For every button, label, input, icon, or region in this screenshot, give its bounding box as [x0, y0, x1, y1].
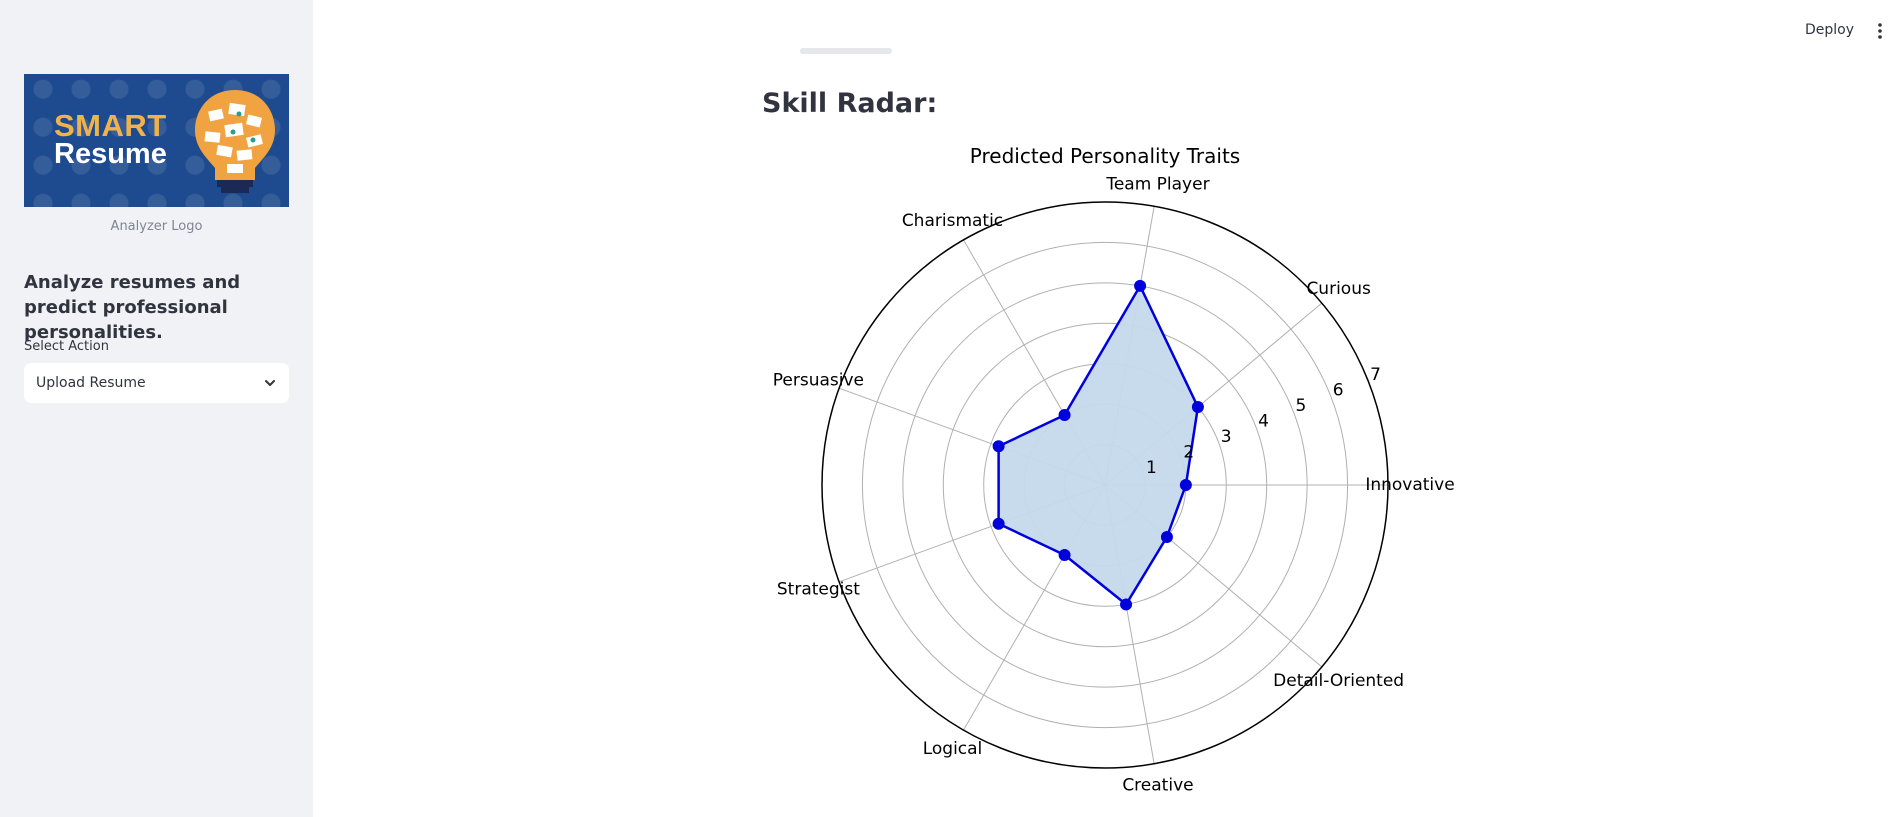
radar-outer-frame	[821, 201, 1389, 769]
logo-text-smart: SMART	[54, 108, 167, 143]
category-label: Innovative	[1365, 475, 1454, 495]
radar-data-point	[992, 440, 1005, 453]
deploy-button[interactable]: Deploy	[1805, 22, 1855, 38]
radar-data-point	[1058, 408, 1071, 421]
radar-data-point	[1191, 401, 1204, 414]
category-label: Strategist	[777, 579, 860, 599]
skill-radar-heading: Skill Radar:	[762, 88, 938, 119]
radial-tick-label: 6	[1333, 381, 1344, 401]
radial-tick-label: 2	[1183, 443, 1194, 463]
radar-data-point	[992, 517, 1005, 530]
category-label: Creative	[1122, 775, 1193, 795]
select-action-dropdown[interactable]: Upload Resume	[24, 363, 289, 403]
radar-data-point	[1179, 479, 1192, 491]
chevron-down-icon	[265, 380, 275, 386]
radial-tick-label: 5	[1295, 396, 1306, 416]
category-label: Team Player	[1105, 175, 1209, 195]
radar-grid-circle	[942, 322, 1268, 648]
logo-text-resume: Resume	[54, 138, 167, 170]
category-label: Detail-Oriented	[1273, 671, 1404, 691]
lightbulb-icon	[195, 90, 275, 193]
radar-grid-circle	[861, 241, 1349, 729]
sidebar-tagline: Analyze resumes and predict professional…	[24, 272, 241, 343]
radar-data-point	[1120, 598, 1133, 611]
category-label: Logical	[923, 739, 983, 759]
logo: SMART Resume	[24, 74, 289, 207]
category-label: Persuasive	[773, 371, 864, 391]
logo-caption: Analyzer Logo	[110, 219, 203, 234]
radial-tick-label: 3	[1221, 427, 1232, 447]
radar-data-point	[1160, 530, 1173, 543]
radar-chart: Predicted Personality Traits 1 2 3 4 5 6 7 Inno…	[773, 144, 1455, 795]
select-action-label: Select Action	[24, 339, 109, 354]
radial-tick-label: 4	[1258, 412, 1269, 432]
category-label: Charismatic	[902, 211, 1003, 231]
radar-data-point	[1134, 279, 1147, 292]
select-action-value: Upload Resume	[36, 375, 146, 391]
radar-grid-circle	[902, 282, 1308, 688]
more-vertical-icon[interactable]	[1872, 22, 1888, 40]
chart-title: Predicted Personality Traits	[970, 144, 1240, 168]
faded-text-placeholder	[800, 48, 892, 54]
radar-data-point	[1058, 549, 1071, 562]
sidebar: SMART Resume Analyzer Logo Analyze resum…	[0, 0, 313, 817]
radial-tick-label: 7	[1370, 365, 1381, 385]
radial-tick-label: 1	[1146, 458, 1157, 478]
radar-series-area	[997, 284, 1200, 606]
category-label: Curious	[1306, 279, 1371, 299]
